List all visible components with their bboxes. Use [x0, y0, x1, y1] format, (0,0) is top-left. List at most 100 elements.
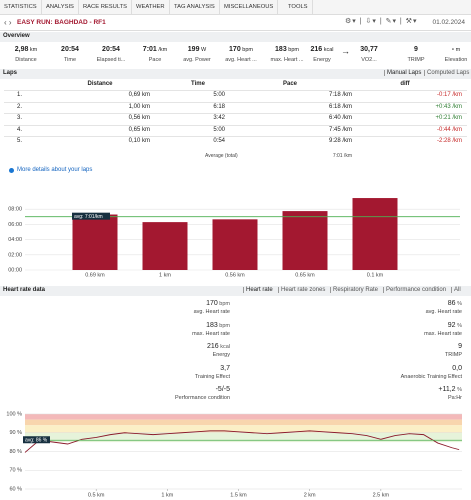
zone-band: [25, 419, 462, 426]
average-label-box: [72, 212, 110, 220]
average-label: avg: 86 %: [25, 438, 48, 444]
hr-label: TRIMP: [444, 352, 462, 358]
hr-label: avg. Heart rate: [425, 309, 462, 315]
hr-header: [0, 286, 471, 296]
average-label-box: [23, 436, 50, 444]
x-tick-label: 1 km: [161, 492, 173, 498]
hr-value: +11,2 %: [438, 386, 462, 393]
hr-value: 170 bpm: [206, 300, 230, 307]
stat-label: Time: [63, 57, 77, 63]
stat-label: TRIMP: [407, 57, 425, 63]
hr-tab[interactable]: All: [451, 287, 463, 293]
hr-label: Anaerobic Training Effect: [400, 373, 462, 380]
hr-value: 0,0: [452, 364, 462, 372]
lap-cell: 1,00 km: [128, 103, 150, 110]
lap-cell: 0,65 km: [128, 126, 150, 133]
hr-tab[interactable]: Heart rate: [243, 287, 275, 293]
x-tick-label: 0.5 km: [88, 492, 105, 498]
y-tick-label: 08:00: [8, 207, 22, 213]
hr-unit: bpm: [217, 301, 230, 307]
hr-tab[interactable]: Respiratory Rate: [330, 287, 380, 293]
stat-value: 216 kcal: [310, 46, 334, 53]
column-header: Distance: [87, 81, 113, 87]
lap-cell: 2.: [17, 103, 23, 110]
lap-cell: 0,56 km: [128, 115, 150, 121]
stat-label: Elapsed ti...: [96, 57, 126, 63]
y-tick-label: 02:00: [8, 252, 22, 258]
x-tick-label: 2 km: [304, 492, 316, 498]
bar: [72, 214, 118, 270]
activity-title: EASY RUN: BAGHDAD - RF1: [17, 19, 106, 26]
lap-cell: 7:45 /km: [328, 126, 352, 133]
hr-value: 3,7: [220, 364, 230, 372]
nav-tab[interactable]: STATISTICS: [0, 0, 42, 14]
hr-unit: %: [455, 301, 462, 307]
zone-band: [25, 425, 462, 433]
zone-band: [25, 432, 462, 443]
details-icon: [9, 168, 14, 173]
hr-value: 183 bpm: [206, 321, 230, 329]
stat-label: avg. Heart ...: [225, 57, 257, 63]
hr-value: -5/-5: [215, 386, 230, 393]
hr-label: max. Heart rate: [192, 330, 230, 337]
row-divider: [4, 90, 467, 91]
toolbar-icons[interactable]: ⚙▾ | ⇩▾ | ✎▾ | ⚒▾: [345, 18, 418, 25]
stat-value: 9: [414, 46, 418, 53]
average-label: Average (total): [205, 153, 238, 159]
lap-cell: 6:40 /km: [328, 115, 352, 121]
lap-cell: 5:00: [213, 126, 225, 133]
stat-unit: bpm: [286, 47, 299, 53]
lap-cell: -0:44 /km: [436, 126, 462, 133]
lap-cell: 5:00: [213, 92, 225, 98]
nav-tab[interactable]: MISCELLANEOUS: [220, 0, 279, 14]
y-tick-label: 00:00: [8, 267, 22, 273]
lap-cell: 9:28 /km: [328, 138, 352, 144]
stat-unit: bpm: [240, 47, 253, 53]
lap-cell: +0:43 /km: [435, 103, 462, 110]
x-tick-label: 2.5 km: [373, 492, 390, 498]
stat-value: - m: [451, 46, 461, 53]
nav-arrows[interactable]: ‹ ›: [4, 18, 12, 27]
lap-cell: -2:28 /km: [436, 138, 462, 144]
hr-label: Pa:Hr: [447, 395, 462, 401]
stat-label: Distance: [15, 57, 37, 63]
lap-cell: 4.: [17, 126, 23, 133]
stat-label: Elevation: [444, 57, 468, 63]
laps-option[interactable]: Manual Laps: [384, 70, 423, 76]
row-divider: [4, 101, 467, 103]
column-header: Pace: [282, 81, 298, 87]
stat-value: 7:01 /km: [142, 46, 168, 53]
hr-tab[interactable]: Performance condition: [383, 287, 448, 293]
hr-label: Training Effect: [194, 373, 230, 380]
details-link[interactable]: More details about your laps: [17, 167, 93, 173]
overview-header: [0, 32, 471, 42]
row-divider: [4, 136, 467, 137]
hr-unit: %: [455, 387, 462, 393]
average-pace: 7:01 /km: [332, 153, 352, 159]
hr-value: 216 kcal: [207, 343, 230, 350]
stat-value: 170 bpm: [229, 46, 253, 53]
hr-label: Performance condition: [174, 395, 230, 401]
nav-tab[interactable]: TAG ANALYSIS: [170, 0, 220, 14]
stat-value: 20:54: [102, 46, 120, 53]
lap-cell: 0,10 km: [128, 138, 150, 144]
bar: [282, 211, 328, 270]
stat-label: max. Heart ...: [270, 57, 304, 63]
laps-option[interactable]: Computed Laps: [424, 70, 471, 76]
stat-value: 183 bpm: [275, 46, 299, 53]
nav-tab[interactable]: TOOLS: [284, 0, 313, 14]
average-label: avg: 7:01/km: [74, 214, 103, 220]
hr-tab[interactable]: Heart rate zones: [278, 287, 327, 293]
y-tick-label: 70 %: [9, 468, 22, 474]
nav-tab[interactable]: ANALYSIS: [42, 0, 79, 14]
nav-tab[interactable]: RACE RESULTS: [79, 0, 133, 14]
row-divider: [4, 124, 467, 126]
bar: [142, 222, 188, 270]
lap-cell: 7:18 /km: [328, 92, 352, 98]
hr-unit: %: [455, 322, 462, 329]
y-tick-label: 60 %: [9, 486, 22, 492]
stat-unit: m: [454, 47, 461, 53]
nav-tab[interactable]: WEATHER: [132, 0, 170, 14]
hr-value: 86 %: [447, 300, 462, 307]
